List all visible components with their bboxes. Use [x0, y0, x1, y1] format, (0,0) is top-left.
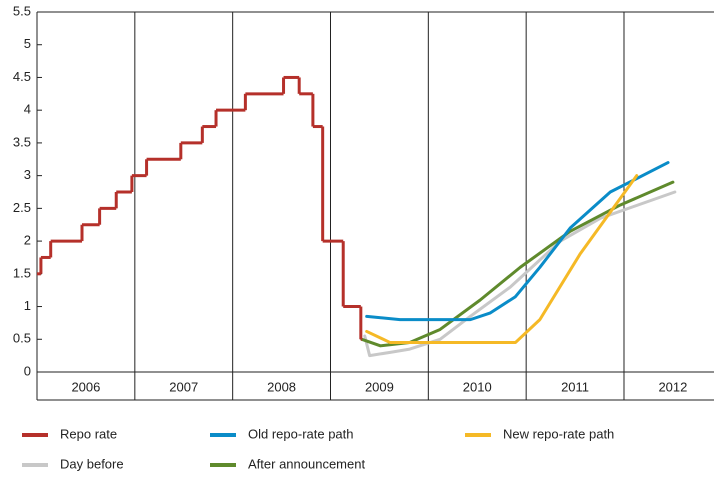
legend-label: New repo-rate path: [503, 426, 614, 441]
y-tick-label: 1: [24, 298, 31, 313]
x-tick-label: 2009: [365, 379, 394, 394]
y-tick-label: 4.5: [13, 69, 31, 84]
x-tick-label: 2007: [169, 379, 198, 394]
y-tick-label: 0: [24, 363, 31, 378]
x-tick-label: 2006: [71, 379, 100, 394]
y-tick-label: 5: [24, 36, 31, 51]
y-tick-label: 3: [24, 167, 31, 182]
legend-label: After announcement: [248, 456, 365, 471]
y-tick-label: 2.5: [13, 200, 31, 215]
y-tick-label: 4: [24, 102, 31, 117]
x-tick-label: 2011: [561, 379, 589, 394]
series-line: [363, 190, 677, 358]
series-line: [365, 174, 639, 345]
series-line: [365, 161, 670, 322]
x-tick-label: 2010: [463, 379, 492, 394]
legend-label: Day before: [60, 456, 124, 471]
y-tick-label: 0.5: [13, 331, 31, 346]
legend-label: Repo rate: [60, 426, 117, 441]
y-tick-label: 3.5: [13, 134, 31, 149]
x-tick-label: 2008: [267, 379, 296, 394]
legend-label: Old repo-rate path: [248, 426, 354, 441]
series-line: [360, 180, 675, 348]
y-tick-label: 1.5: [13, 265, 31, 280]
y-tick-label: 5.5: [13, 3, 31, 18]
x-tick-label: 2012: [658, 379, 687, 394]
y-tick-label: 2: [24, 233, 31, 248]
